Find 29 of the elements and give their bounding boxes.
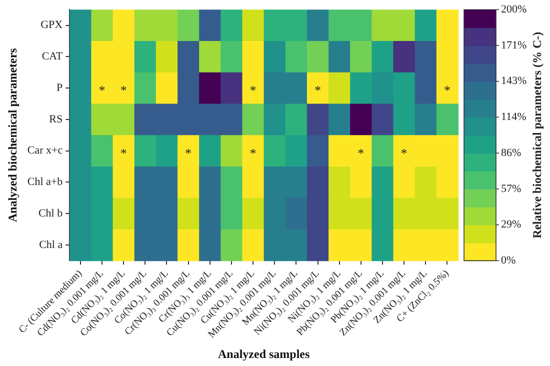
color-bar-label: 200%	[501, 3, 527, 16]
color-bar-label: 143%	[501, 75, 527, 88]
data-label: *	[250, 82, 256, 98]
data-label: *	[400, 145, 408, 160]
y-axis-title: Analyzed biochemical parameters	[5, 48, 20, 222]
y-tick-label: Car x+c	[27, 144, 63, 157]
data-label: *	[444, 82, 450, 98]
y-tick-label: GPX	[40, 19, 63, 32]
data-label: *	[185, 145, 192, 160]
data-label: *	[314, 82, 322, 98]
y-tick-label: P	[56, 82, 63, 94]
color-bar-label: 171%	[501, 39, 527, 52]
data-label: *	[98, 82, 106, 98]
color-bar-label: 114%	[501, 111, 526, 124]
data-label: *	[120, 82, 127, 98]
color-bar-label: 0%	[501, 254, 516, 267]
y-tick-label: Chl a+b	[27, 176, 64, 188]
y-tick-label: Chl a	[39, 238, 63, 251]
data-label: *	[120, 145, 127, 160]
y-tick-label: CAT	[42, 50, 63, 63]
color-bar-title: Relative biochemical parameters (% C-)	[530, 32, 544, 238]
y-tick-label: RS	[49, 113, 63, 126]
color-bar-label: 86%	[501, 146, 522, 159]
x-axis-title: Analyzed samples	[218, 346, 310, 361]
color-bar-label: 57%	[501, 182, 522, 195]
data-label: *	[250, 145, 256, 160]
y-tick-label: Chl b	[38, 207, 64, 220]
data-label: *	[358, 145, 364, 160]
color-bar-label: 29%	[501, 218, 522, 231]
